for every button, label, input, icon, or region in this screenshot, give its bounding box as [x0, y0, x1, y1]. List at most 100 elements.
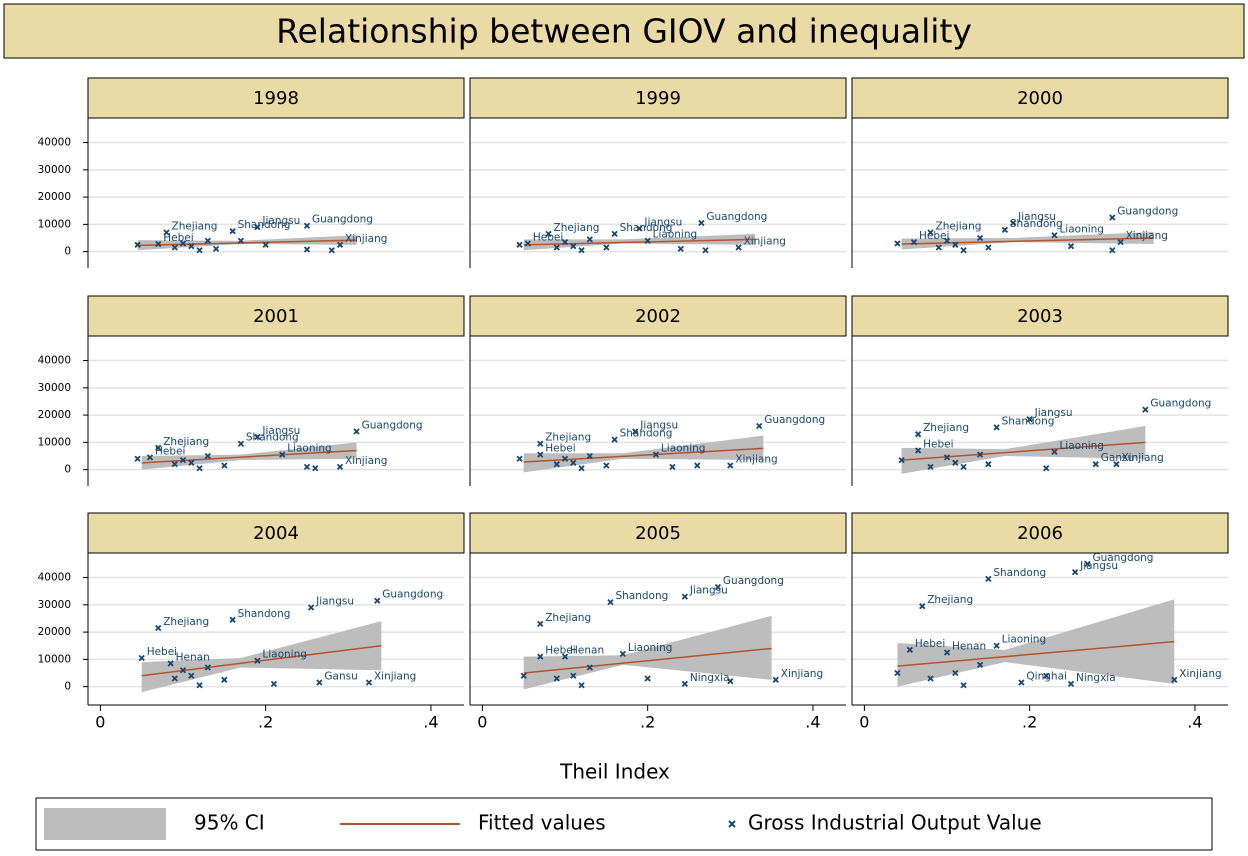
point — [155, 240, 162, 248]
point — [537, 620, 544, 628]
point-label: Shandong — [620, 222, 673, 234]
point — [254, 223, 261, 231]
point-label: Xinjiang — [744, 236, 786, 248]
point-label: Xinjiang — [1179, 668, 1221, 680]
point — [229, 616, 236, 623]
point-label: Hebei — [163, 232, 193, 244]
point — [179, 240, 187, 247]
point — [960, 247, 967, 254]
point-label: Hebei — [919, 230, 949, 242]
point-label: Xinjiang — [1126, 230, 1168, 242]
title-box — [3, 3, 1245, 59]
point — [561, 238, 569, 246]
x-tick-label: 0 — [95, 713, 105, 732]
x-tick-label: .2 — [258, 713, 273, 732]
point — [196, 247, 203, 254]
panel-title: 2001 — [253, 306, 299, 327]
point-label: Guangdong — [382, 589, 443, 601]
point-label: Xinjiang — [735, 454, 777, 466]
point — [578, 682, 585, 689]
point — [204, 452, 211, 460]
point — [698, 219, 705, 227]
point-label: Shandong — [615, 590, 668, 602]
legend-ci-label: 95% CI — [194, 811, 265, 835]
point — [570, 459, 577, 466]
point — [603, 244, 610, 251]
point-label: Liaoning — [653, 229, 698, 241]
point — [952, 241, 959, 248]
point — [237, 237, 245, 244]
point — [1092, 461, 1099, 468]
point-label: Zhejiang — [163, 436, 209, 448]
point — [906, 646, 913, 653]
point — [1018, 679, 1025, 686]
panel-header — [87, 512, 465, 554]
point-label: Guangdong — [706, 211, 767, 223]
point-label: Zhejiang — [163, 616, 209, 628]
x-tick-label: .2 — [1022, 713, 1037, 732]
point — [196, 465, 203, 472]
point — [254, 433, 261, 441]
point — [669, 463, 676, 471]
point — [914, 447, 922, 454]
point-label: Ningxia — [1076, 672, 1116, 684]
point — [374, 597, 381, 604]
point — [993, 424, 1000, 431]
point — [537, 653, 544, 660]
ci-band — [523, 435, 764, 473]
ci-band — [901, 426, 1146, 474]
point — [976, 234, 984, 242]
point-label: Hebei — [545, 645, 575, 657]
point-label: Jiangsu — [261, 215, 300, 227]
point-label: Zhejiang — [545, 432, 591, 444]
legend-point-swatch — [728, 820, 736, 828]
point — [1043, 465, 1050, 472]
point-label: Zhejiang — [554, 222, 600, 234]
y-tick-label: 0 — [64, 246, 71, 258]
point — [196, 682, 203, 689]
y-tick-label: 40000 — [38, 572, 71, 584]
point — [553, 675, 560, 682]
point — [1043, 672, 1050, 679]
panel-title: 2005 — [635, 523, 681, 544]
point-label: Liaoning — [1002, 634, 1047, 646]
point-label: Zhejiang — [923, 422, 969, 434]
point — [586, 452, 593, 460]
point — [927, 675, 934, 682]
point — [537, 451, 544, 458]
point — [985, 244, 992, 251]
point-label: Guangdong — [1093, 552, 1154, 564]
point — [561, 455, 569, 462]
point-label: Liaoning — [1059, 223, 1104, 235]
panel-title: 2003 — [1017, 306, 1063, 327]
point-label: Shandong — [1010, 218, 1063, 230]
point — [985, 461, 992, 468]
point-label: Jiangsu — [315, 596, 354, 608]
point-label: Hebei — [915, 638, 945, 650]
point-label: Shandong — [238, 219, 291, 231]
point — [545, 230, 552, 238]
point — [1171, 676, 1178, 683]
panel-header — [469, 77, 847, 119]
point — [952, 459, 959, 466]
panel-header — [851, 77, 1229, 119]
point-label: Guangdong — [1150, 398, 1211, 410]
point-label: Zhejiang — [927, 594, 973, 606]
point — [1084, 560, 1091, 568]
point-label: Liaoning — [661, 443, 706, 455]
y-tick-label: 10000 — [38, 436, 71, 448]
point — [229, 228, 236, 235]
point — [1026, 416, 1033, 423]
point — [171, 461, 178, 468]
point — [681, 680, 688, 688]
point-label: Jiangsu — [1034, 407, 1073, 419]
point-label: Jiangsu — [1017, 211, 1056, 223]
y-tick-label: 40000 — [38, 355, 71, 367]
point — [976, 661, 984, 668]
point — [155, 624, 162, 632]
point-label: Hebei — [155, 445, 185, 457]
point — [960, 463, 967, 471]
point — [134, 455, 141, 462]
point — [919, 603, 926, 610]
point — [952, 669, 959, 677]
